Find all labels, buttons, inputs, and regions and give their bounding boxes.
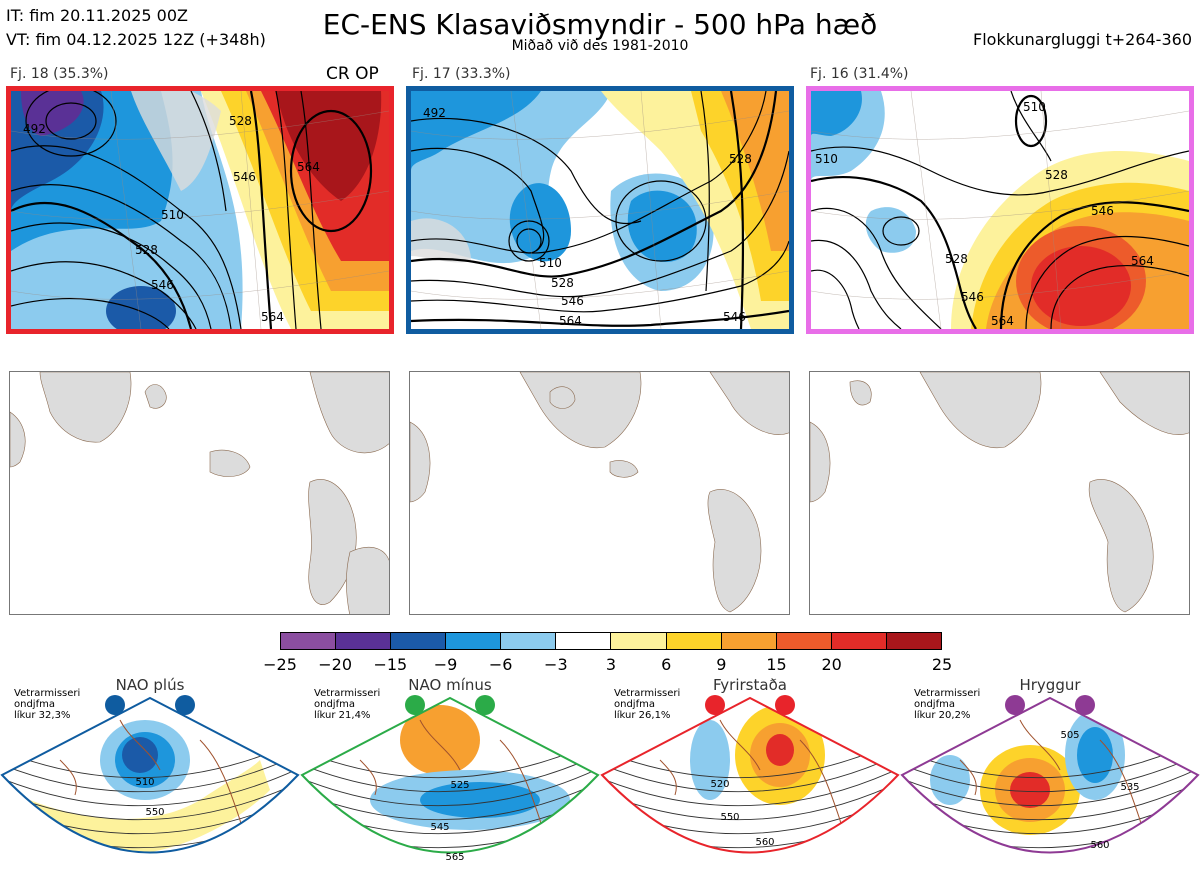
colorbar-swatch bbox=[336, 633, 392, 649]
contour-label: 510 bbox=[539, 256, 562, 270]
base-map-2 bbox=[409, 371, 790, 615]
contour-label: 546 bbox=[961, 290, 984, 304]
colorbar-swatch bbox=[776, 633, 832, 649]
colorbar-swatch bbox=[281, 633, 337, 649]
colorbar-swatch bbox=[611, 633, 667, 649]
contour-label: 564 bbox=[297, 160, 320, 174]
page-title: EC-ENS Klasaviðsmyndir - 500 hPa hæð bbox=[322, 8, 878, 41]
regime-marker bbox=[405, 695, 425, 715]
cluster-map-1: 492 510 528 528 546 564 546 564 bbox=[6, 86, 394, 334]
regime-contour-label: 550 bbox=[720, 812, 739, 823]
colorbar-tick-label: −25 bbox=[263, 655, 297, 674]
contour-label: 528 bbox=[945, 252, 968, 266]
colorbar-swatch bbox=[886, 633, 941, 649]
base-map-1 bbox=[9, 371, 390, 615]
contour-label: 528 bbox=[135, 243, 158, 257]
regime-probability: Vetrarmisseri ondjfma líkur 21,4% bbox=[314, 688, 381, 721]
colorbar-tick-label: −15 bbox=[373, 655, 408, 674]
regime-contour-label: 510 bbox=[135, 777, 154, 788]
contour-label: 546 bbox=[151, 278, 174, 292]
regime-marker bbox=[705, 695, 725, 715]
valid-time: VT: fim 04.12.2025 12Z (+348h) bbox=[6, 30, 266, 49]
regime-map: 505 535 560 bbox=[900, 695, 1200, 854]
colorbar-tick-label: 20 bbox=[821, 655, 842, 674]
regime-contour-label: 545 bbox=[430, 822, 449, 833]
base-map-3 bbox=[809, 371, 1190, 615]
contour-label: 564 bbox=[261, 310, 284, 324]
cluster-1-tag: CR OP bbox=[326, 64, 379, 84]
regime-marker bbox=[105, 695, 125, 715]
regime-marker bbox=[775, 695, 795, 715]
contour-label: 528 bbox=[729, 152, 752, 166]
regime-contour-label: 505 bbox=[1060, 730, 1079, 741]
contour-label: 564 bbox=[1131, 254, 1154, 268]
regime-marker bbox=[175, 695, 195, 715]
regime-contour-label: 535 bbox=[1120, 782, 1139, 793]
regime-marker bbox=[1075, 695, 1095, 715]
regime-contour-label: 560 bbox=[1090, 840, 1109, 851]
contour-label: 564 bbox=[559, 314, 582, 328]
colorbar-tick-label: −9 bbox=[433, 655, 458, 674]
cluster-2-label: Fj. 17 (33.3%) bbox=[412, 66, 511, 82]
regime-probability: Vetrarmisseri ondjfma líkur 26,1% bbox=[614, 688, 681, 721]
contour-label: 528 bbox=[551, 276, 574, 290]
colorbar-swatch bbox=[391, 633, 447, 649]
cluster-map-2: 492 510 528 546 564 546 528 bbox=[406, 86, 794, 334]
regime-map: 520 550 560 bbox=[600, 695, 900, 854]
colorbar-swatch bbox=[666, 633, 722, 649]
regime-name: NAO plús bbox=[115, 676, 185, 694]
page-subtitle: Miðað við des 1981-2010 bbox=[511, 38, 689, 54]
colorbar-tick-label: −3 bbox=[544, 655, 568, 674]
regime-map: 510 550 bbox=[0, 695, 300, 854]
contour-label: 546 bbox=[233, 170, 256, 184]
regime-contour-label: 525 bbox=[450, 780, 469, 791]
colorbar-tick-label: 3 bbox=[605, 655, 617, 674]
colorbar-tick-label: 6 bbox=[661, 655, 672, 674]
regime-map: 525 545 565 bbox=[300, 695, 600, 863]
contour-label: 546 bbox=[1091, 204, 1114, 218]
colorbar-tick-label: −20 bbox=[318, 655, 353, 674]
contour-label: 528 bbox=[1045, 168, 1068, 182]
colorbar-swatch bbox=[501, 633, 557, 649]
regime-name: Fyrirstaða bbox=[713, 676, 787, 694]
contour-label: 546 bbox=[561, 294, 584, 308]
colorbar-tick-label: 25 bbox=[931, 655, 953, 674]
cluster-3-label: Fj. 16 (31.4%) bbox=[810, 66, 909, 82]
classification-window: Flokkunargluggi t+264-360 bbox=[973, 30, 1192, 49]
colorbar-tick-label: −6 bbox=[488, 655, 513, 674]
issue-time: IT: fim 20.11.2025 00Z bbox=[6, 6, 188, 25]
colorbar-swatch bbox=[556, 633, 612, 649]
regime-probability: Vetrarmisseri ondjfma líkur 20,2% bbox=[914, 688, 981, 721]
colorbar bbox=[280, 632, 942, 650]
contour-label: 510 bbox=[1023, 100, 1046, 114]
regime-contour-label: 550 bbox=[145, 807, 164, 818]
regime-probability: Vetrarmisseri ondjfma líkur 32,3% bbox=[14, 688, 81, 721]
cluster-map-3: 510 510 528 546 528 546 564 564 bbox=[806, 86, 1194, 334]
colorbar-tick-label: 9 bbox=[716, 655, 727, 674]
colorbar-swatch bbox=[446, 633, 502, 649]
contour-label: 564 bbox=[991, 314, 1014, 328]
contour-label: 510 bbox=[815, 152, 838, 166]
colorbar-swatch bbox=[721, 633, 777, 649]
contour-label: 528 bbox=[229, 114, 252, 128]
regime-marker bbox=[475, 695, 495, 715]
colorbar-tick-label: 15 bbox=[766, 655, 787, 674]
contour-label: 546 bbox=[723, 310, 746, 324]
colorbar-swatch bbox=[831, 633, 887, 649]
regime-name: NAO mínus bbox=[408, 676, 492, 694]
cluster-1-label: Fj. 18 (35.3%) bbox=[10, 66, 109, 82]
regime-contour-label: 520 bbox=[710, 779, 729, 790]
regime-contour-label: 565 bbox=[445, 852, 464, 863]
contour-label: 492 bbox=[423, 106, 446, 120]
regime-name: Hryggur bbox=[1019, 676, 1081, 694]
regime-marker bbox=[1005, 695, 1025, 715]
contour-label: 510 bbox=[161, 208, 184, 222]
regime-contour-label: 560 bbox=[755, 837, 774, 848]
contour-label: 492 bbox=[23, 122, 46, 136]
